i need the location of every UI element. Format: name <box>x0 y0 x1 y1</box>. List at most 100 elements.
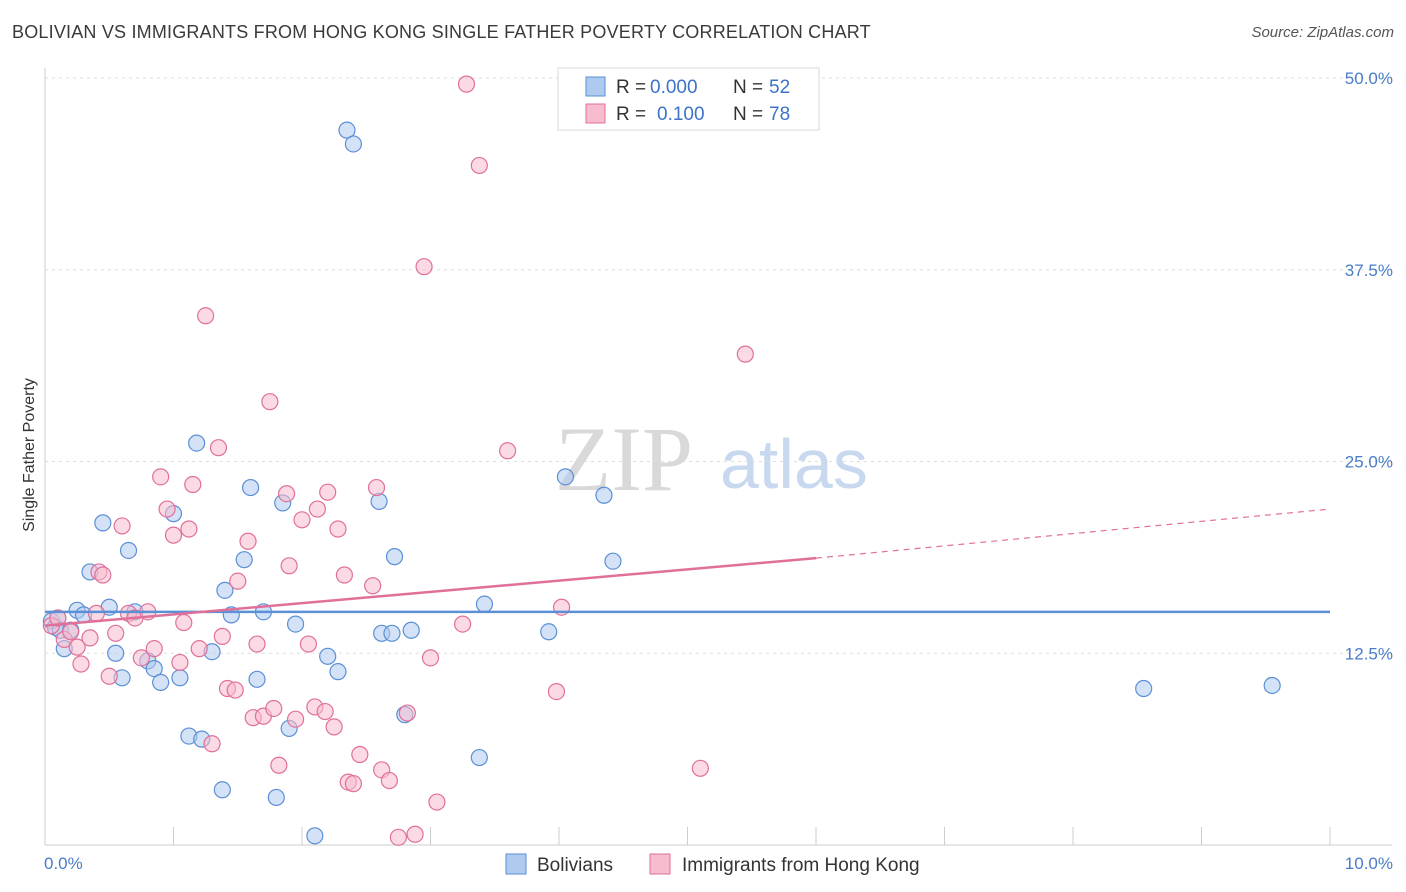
point-hong-kong <box>152 468 170 486</box>
point-hong-kong <box>100 667 118 685</box>
point-hong-kong <box>209 439 228 457</box>
source-label: Source: ZipAtlas.com <box>1251 24 1394 41</box>
point-hong-kong <box>367 478 386 497</box>
point-hong-kong <box>499 442 517 460</box>
point-hong-kong <box>94 566 112 584</box>
bottom-legend-label-hong-kong: Immigrants from Hong Kong <box>682 855 920 876</box>
point-bolivians <box>1263 676 1281 695</box>
point-hong-kong <box>184 475 202 494</box>
y-tick-label: 37.5% <box>1345 261 1393 280</box>
y-axis-label: Single Father Poverty <box>21 378 38 532</box>
point-bolivians <box>402 621 420 639</box>
y-tick-labels: 12.5% 25.0% 37.5% 50.0% <box>1345 69 1393 663</box>
y-tick-label: 25.0% <box>1345 453 1393 472</box>
point-hong-kong <box>175 613 193 632</box>
chart-title: BOLIVIAN VS IMMIGRANTS FROM HONG KONG SI… <box>12 22 871 42</box>
bottom-legend-label-bolivians: Bolivians <box>537 855 613 876</box>
point-bolivians <box>470 748 488 767</box>
point-bolivians <box>267 788 285 807</box>
point-hong-kong <box>107 624 125 642</box>
bottom-legend-swatch-bolivians <box>505 853 527 875</box>
point-bolivians <box>248 670 266 688</box>
point-hong-kong <box>265 699 283 718</box>
point-bolivians <box>152 673 170 691</box>
point-hong-kong <box>197 307 215 325</box>
point-hong-kong <box>248 635 266 653</box>
point-hong-kong <box>344 775 362 793</box>
point-bolivians <box>171 669 189 687</box>
point-hong-kong <box>398 704 416 722</box>
point-hong-kong <box>171 653 189 672</box>
point-hong-kong <box>454 615 472 633</box>
data-points <box>42 75 1281 846</box>
point-hong-kong <box>389 828 407 846</box>
stats-legend: R = 0.000 N = 52 R = 0.100 N = 78 <box>557 67 820 131</box>
point-hong-kong <box>62 623 80 641</box>
point-bolivians <box>338 121 356 139</box>
series-legend: Bolivians Immigrants from Hong Kong <box>505 853 920 876</box>
point-hong-kong <box>145 640 163 658</box>
point-hong-kong <box>49 609 67 627</box>
legend-swatch-bolivians <box>585 76 606 97</box>
x-tick-label-min: 0.0% <box>44 854 83 873</box>
point-bolivians <box>556 468 575 486</box>
point-bolivians <box>604 552 622 570</box>
point-bolivians <box>306 827 324 845</box>
point-hong-kong <box>164 526 183 544</box>
x-tick-label-max: 10.0% <box>1345 854 1393 873</box>
point-hong-kong <box>180 520 198 538</box>
trend-line-hong-kong <box>44 556 817 627</box>
point-bolivians <box>188 434 206 452</box>
point-hong-kong <box>470 156 488 175</box>
point-hong-kong <box>406 825 424 843</box>
legend-r-label-2: R = <box>616 104 646 125</box>
point-hong-kong <box>190 640 208 658</box>
point-bolivians <box>540 623 558 641</box>
point-hong-kong <box>736 345 754 363</box>
point-hong-kong <box>229 572 247 590</box>
point-hong-kong <box>286 710 305 728</box>
point-bolivians <box>286 615 305 633</box>
point-bolivians <box>1135 679 1153 698</box>
point-hong-kong <box>428 793 446 811</box>
point-hong-kong <box>380 771 398 790</box>
point-hong-kong <box>68 638 86 656</box>
point-hong-kong <box>261 393 279 411</box>
legend-swatch-hong-kong <box>585 103 606 124</box>
legend-n-label-2: N = <box>733 104 763 125</box>
point-bolivians <box>475 595 494 613</box>
point-bolivians <box>385 548 404 566</box>
point-bolivians <box>383 624 401 642</box>
point-hong-kong <box>213 627 231 645</box>
point-hong-kong <box>364 577 382 595</box>
point-hong-kong <box>415 258 433 276</box>
point-bolivians <box>216 581 234 599</box>
trend-lines <box>44 508 1331 627</box>
point-bolivians <box>94 514 112 532</box>
legend-n-value-2: 78 <box>769 104 790 125</box>
point-hong-kong <box>81 629 99 647</box>
point-bolivians <box>319 647 337 665</box>
legend-r-value-2: 0.100 <box>657 104 705 125</box>
bottom-legend-swatch-hong-kong <box>649 853 671 875</box>
point-hong-kong <box>72 655 90 673</box>
point-hong-kong <box>158 500 176 518</box>
y-tick-label: 50.0% <box>1345 69 1393 88</box>
point-hong-kong <box>277 485 296 503</box>
watermark-zip: ZIP <box>555 408 693 510</box>
axes <box>44 68 1392 846</box>
legend-n-label-1: N = <box>733 77 763 98</box>
legend-r-value-1: 0.000 <box>650 77 698 98</box>
watermark-atlas: atlas <box>720 425 868 503</box>
point-hong-kong <box>299 635 318 653</box>
point-bolivians <box>242 478 260 497</box>
point-hong-kong <box>203 735 221 753</box>
point-hong-kong <box>270 756 288 774</box>
y-tick-label: 12.5% <box>1345 644 1393 663</box>
point-hong-kong <box>457 75 476 93</box>
point-hong-kong <box>316 702 334 721</box>
point-bolivians <box>107 644 125 662</box>
point-hong-kong <box>87 604 106 622</box>
point-hong-kong <box>325 718 343 736</box>
